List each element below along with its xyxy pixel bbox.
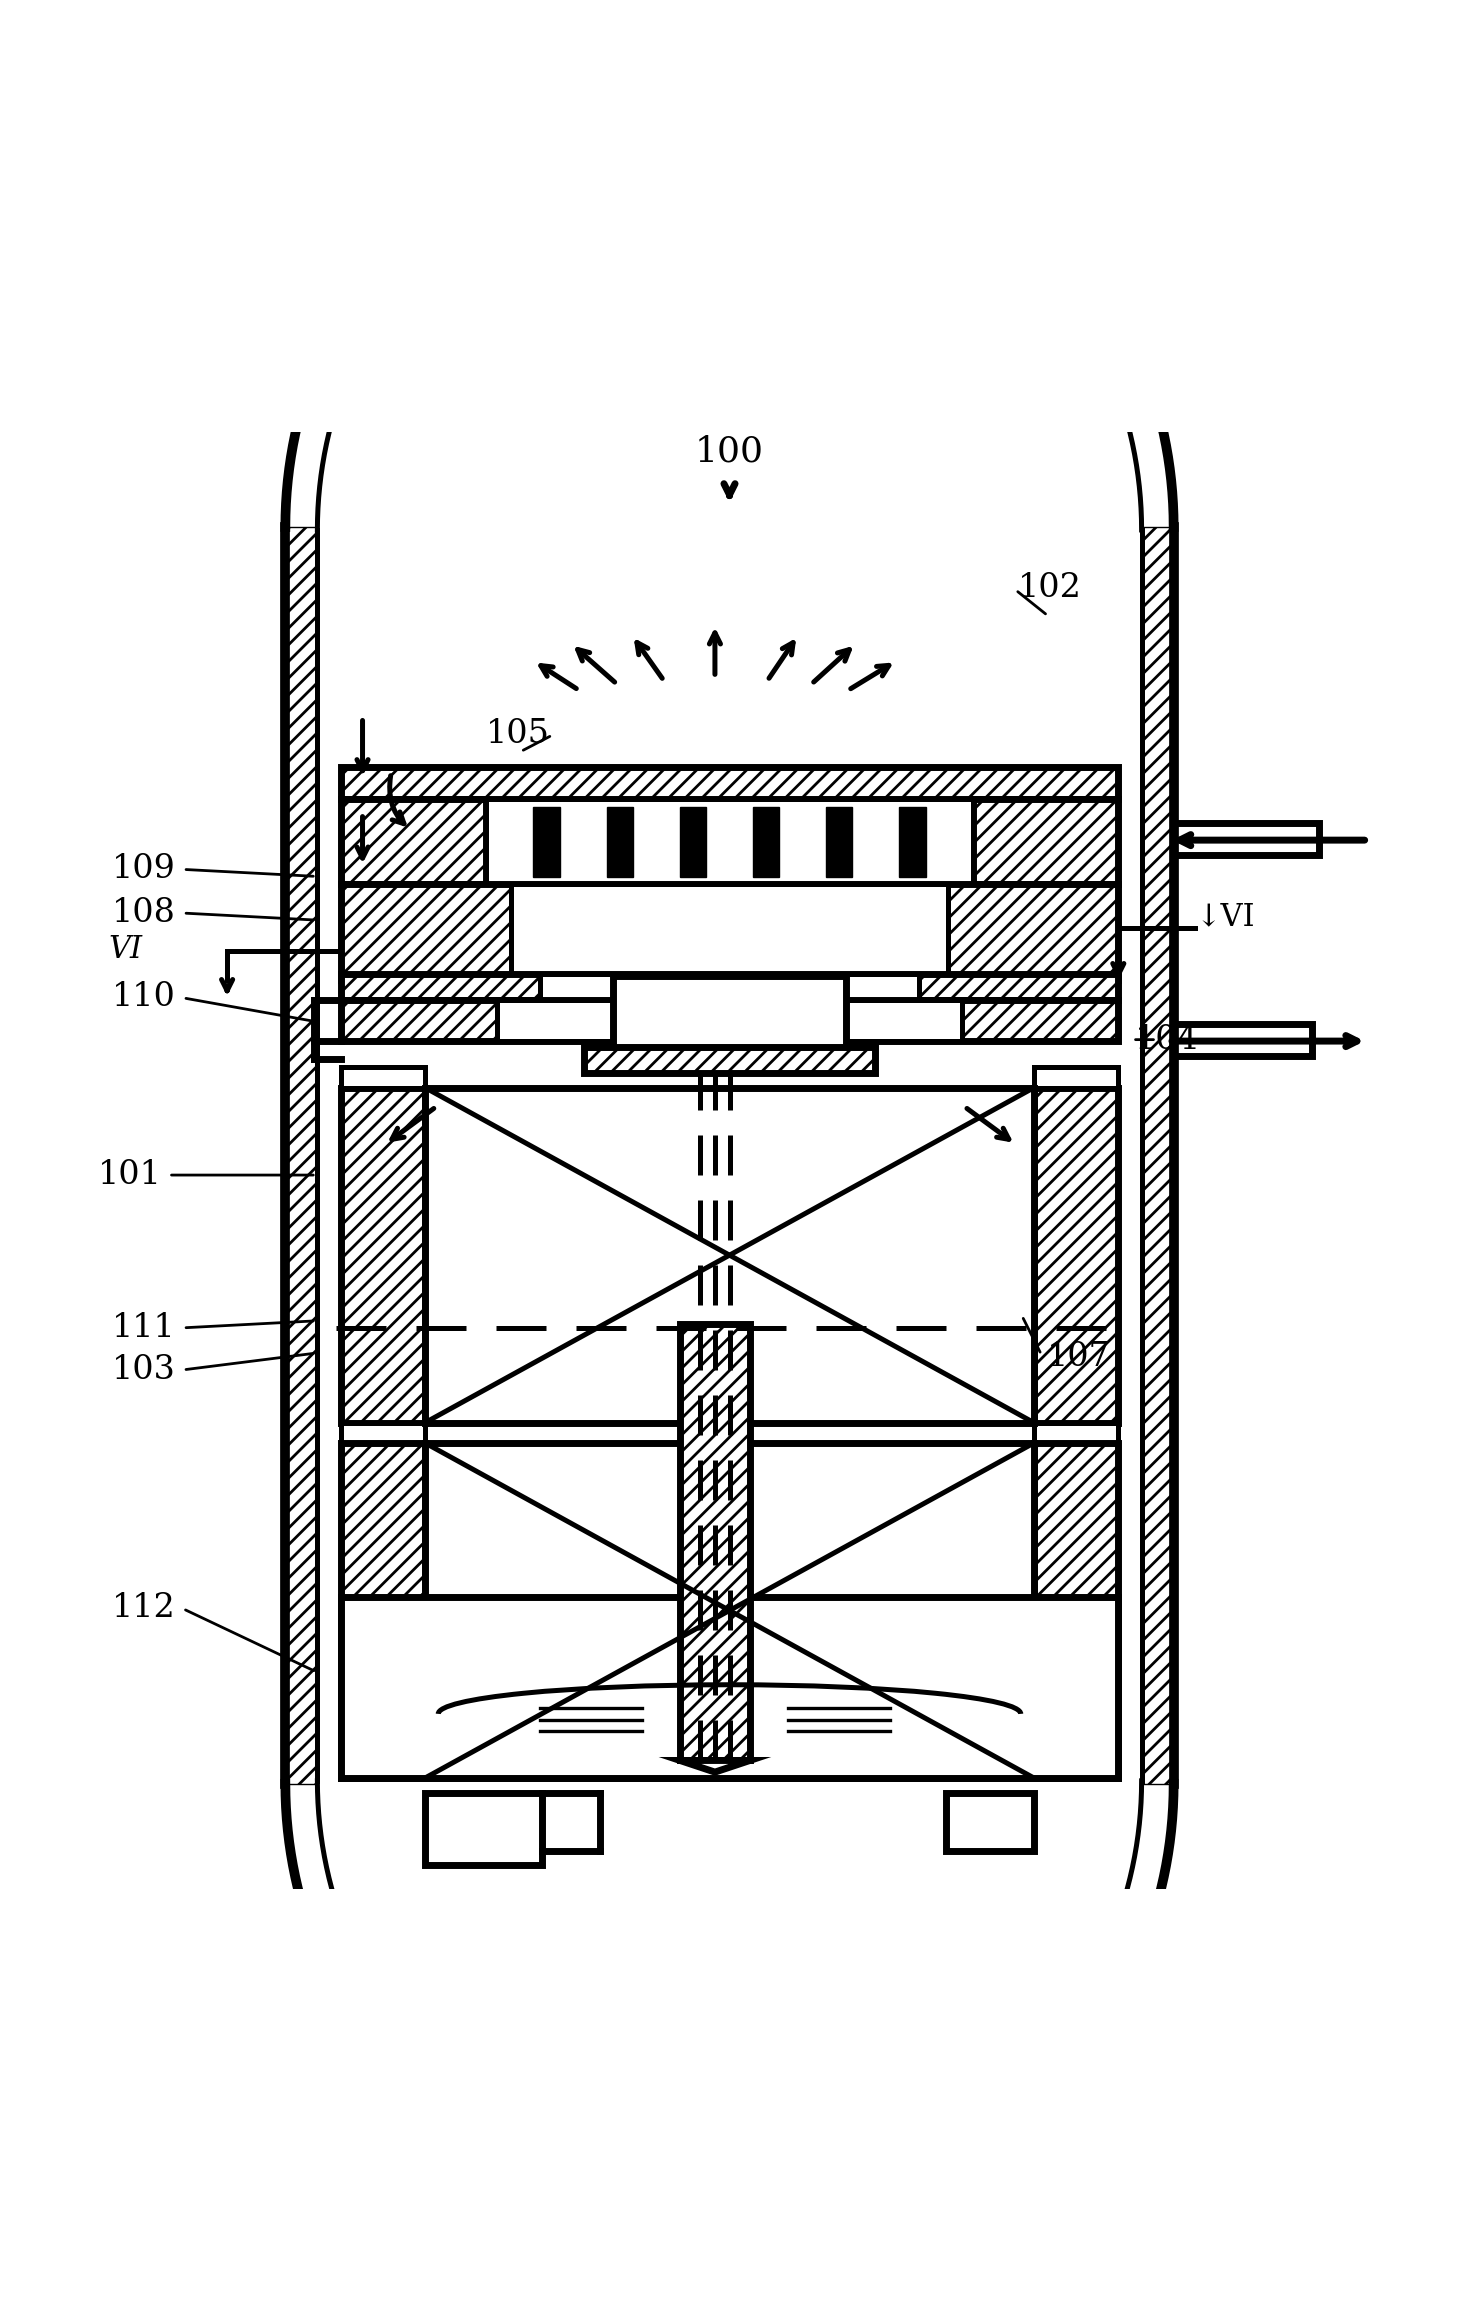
Text: 111: 111	[112, 1311, 177, 1344]
Bar	[341, 1423, 425, 1444]
Text: 107: 107	[1048, 1342, 1110, 1374]
Bar	[1034, 1444, 1118, 1778]
Text: 108: 108	[112, 896, 177, 928]
Bar	[947, 1792, 1034, 1850]
Bar	[613, 975, 846, 1056]
Text: 100: 100	[694, 434, 765, 469]
Bar	[899, 808, 925, 877]
Bar	[286, 527, 318, 1785]
Bar	[1034, 1089, 1118, 1423]
Bar	[1173, 822, 1319, 854]
Text: 102: 102	[1018, 573, 1081, 603]
Bar	[1034, 1068, 1118, 1089]
Bar	[341, 1444, 425, 1778]
Bar	[425, 1089, 1034, 1423]
Bar	[511, 884, 948, 979]
Bar	[540, 975, 919, 1000]
Bar	[826, 808, 852, 877]
Bar	[607, 808, 633, 877]
Bar	[496, 1000, 963, 1042]
Bar	[753, 808, 779, 877]
Bar	[486, 798, 973, 884]
Bar	[425, 1444, 1034, 1778]
Text: ↓VI: ↓VI	[1195, 903, 1255, 933]
Bar	[1034, 1423, 1118, 1444]
Bar	[973, 798, 1118, 884]
Text: 101: 101	[98, 1158, 162, 1191]
Bar	[1173, 1024, 1312, 1056]
Bar	[341, 1068, 425, 1089]
Text: 109: 109	[112, 854, 177, 884]
Bar	[425, 1792, 541, 1866]
Bar	[341, 768, 1118, 798]
Bar	[341, 884, 1118, 979]
Bar	[680, 808, 706, 877]
Polygon shape	[680, 1759, 750, 1773]
Bar	[680, 1323, 750, 1759]
Bar	[341, 1597, 1118, 1778]
Bar	[341, 1089, 425, 1423]
Bar	[341, 798, 486, 884]
Text: 104: 104	[1135, 1024, 1198, 1056]
Bar	[1141, 527, 1173, 1785]
Bar	[341, 1068, 425, 1089]
Text: 112: 112	[112, 1592, 177, 1625]
Text: 103: 103	[112, 1353, 177, 1386]
Bar	[341, 975, 1118, 1000]
Bar	[1034, 1068, 1118, 1089]
Bar	[341, 1423, 425, 1444]
Bar	[534, 808, 560, 877]
Text: 105: 105	[486, 717, 550, 750]
Bar	[341, 1000, 1118, 1042]
Text: VI: VI	[108, 933, 142, 966]
Bar	[1034, 1423, 1118, 1444]
Bar	[584, 1047, 875, 1072]
Text: 110: 110	[112, 982, 177, 1014]
